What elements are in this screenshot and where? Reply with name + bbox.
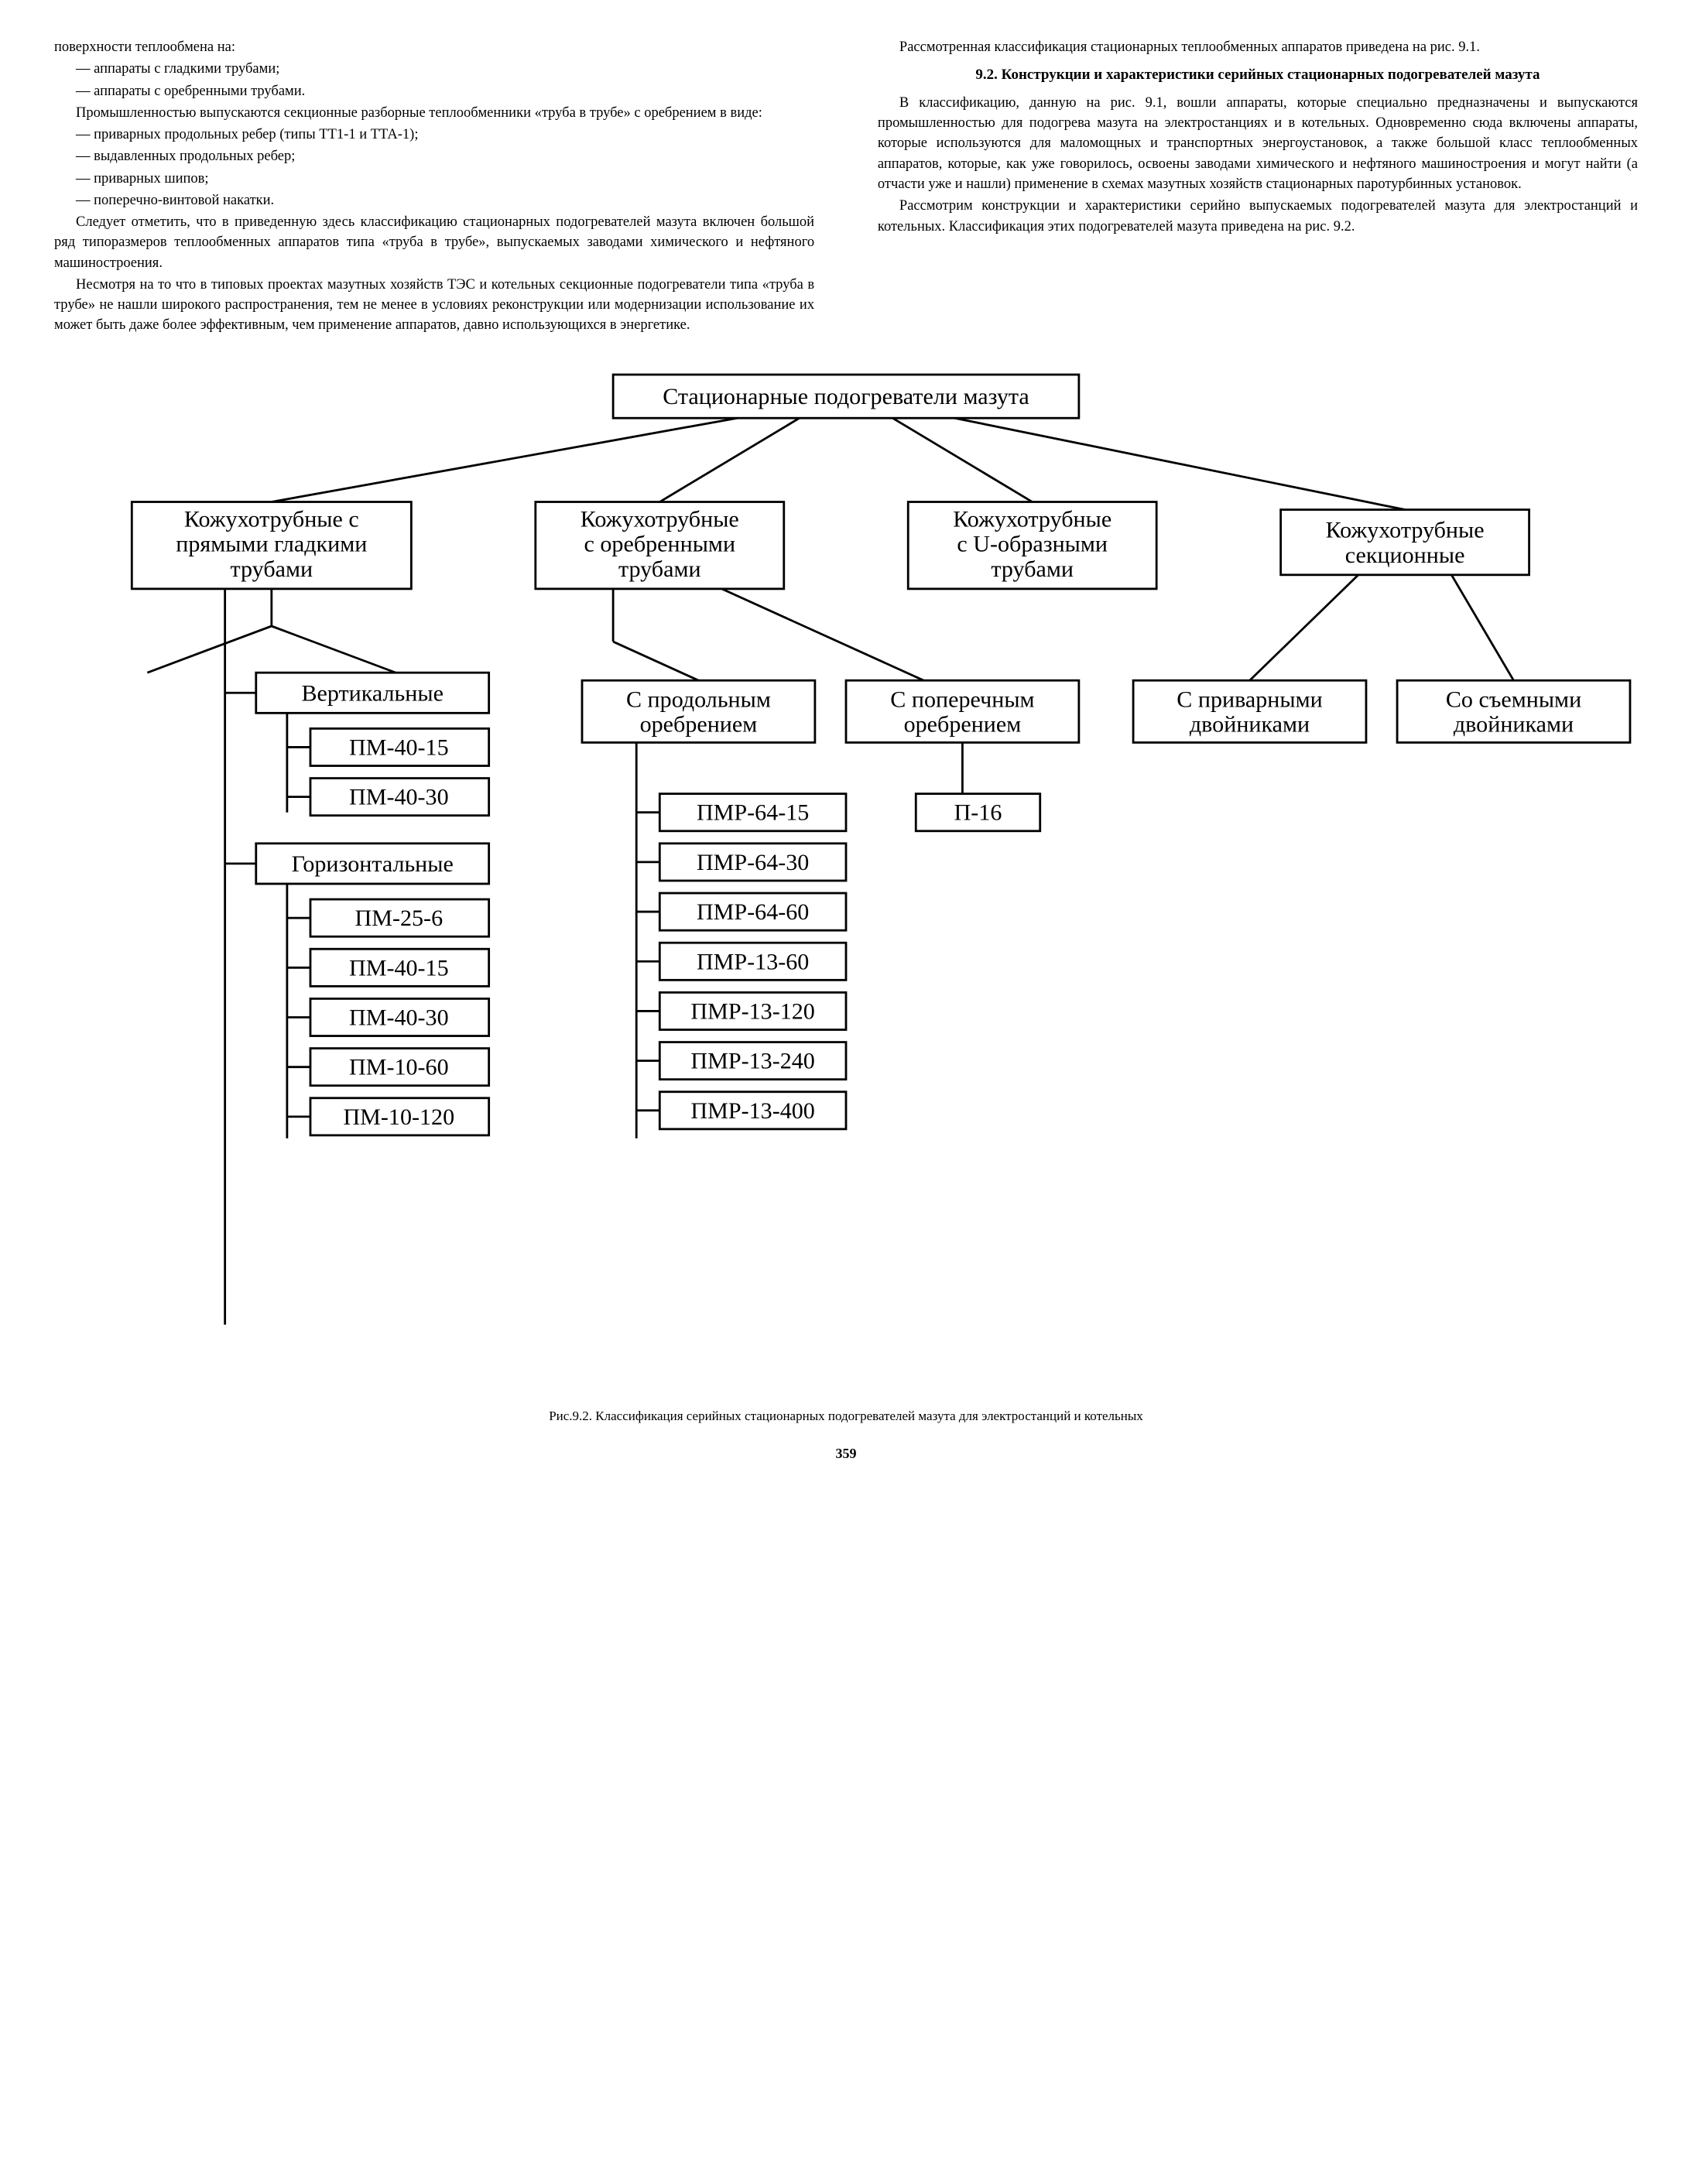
para: поверхности теплообмена на: bbox=[54, 37, 814, 57]
leaf-label: ПМР-13-240 bbox=[690, 1047, 814, 1073]
leaf-label: ПМ-25-6 bbox=[354, 905, 443, 931]
node-label: С поперечным bbox=[890, 686, 1034, 712]
diagram-root: Стационарные подогреватели мазута bbox=[663, 383, 1029, 409]
left-column: поверхности теплообмена на: — аппараты с… bbox=[54, 37, 814, 337]
leaf-label: ПМР-13-120 bbox=[690, 998, 814, 1024]
node-label: секционные bbox=[1345, 541, 1465, 567]
node-label: трубами bbox=[991, 556, 1074, 582]
node-label: Кожухотрубные bbox=[581, 505, 739, 532]
bullet-item: — поперечно-винтовой накатки. bbox=[54, 190, 814, 211]
para: В классификацию, данную на рис. 9.1, вош… bbox=[878, 93, 1638, 194]
section-heading: 9.2. Конструкции и характеристики серийн… bbox=[878, 65, 1638, 85]
para: Рассмотрим конструкции и характеристики … bbox=[878, 196, 1638, 237]
node-label: Кожухотрубные bbox=[953, 505, 1111, 532]
leaf-label: ПМР-64-15 bbox=[697, 799, 809, 825]
page-number: 359 bbox=[54, 1446, 1638, 1462]
leaf-label: ПМ-10-120 bbox=[343, 1104, 454, 1130]
node-label: трубами bbox=[231, 556, 313, 582]
node-label: прямыми гладкими bbox=[176, 530, 367, 556]
node-label: Кожухотрубные с bbox=[184, 505, 359, 532]
leaf-label: ПМР-13-400 bbox=[690, 1097, 814, 1124]
diagram-svg: .box { fill:#fff; stroke:#000; stroke-wi… bbox=[54, 362, 1638, 1387]
leaf-label: ПМР-64-30 bbox=[697, 849, 809, 875]
leaf-label: ПМ-10-60 bbox=[349, 1053, 449, 1080]
text-columns: поверхности теплообмена на: — аппараты с… bbox=[54, 37, 1638, 337]
leaf-label: ПМ-40-30 bbox=[349, 783, 449, 810]
bullet-item: — выдавленных продольных ребер; bbox=[54, 146, 814, 166]
right-column: Рассмотренная классификация стационарных… bbox=[878, 37, 1638, 337]
node-label: С приварными bbox=[1177, 686, 1322, 712]
figure-caption: Рис.9.2. Классификация серийных стациона… bbox=[54, 1409, 1638, 1424]
para: Несмотря на то что в типовых проектах ма… bbox=[54, 275, 814, 336]
para: Следует отметить, что в приведенную здес… bbox=[54, 212, 814, 273]
node-label: оребрением bbox=[640, 710, 758, 737]
bullet-item: — приварных продольных ребер (типы ТТ1-1… bbox=[54, 125, 814, 145]
bullet-item: — приварных шипов; bbox=[54, 169, 814, 189]
leaf-label: ПМР-13-60 bbox=[697, 948, 809, 974]
node-label: Горизонтальные bbox=[292, 851, 454, 877]
para: Промышленностью выпускаются секционные р… bbox=[54, 103, 814, 123]
leaf-label: ПМР-64-60 bbox=[697, 899, 809, 925]
node-label: двойниками bbox=[1454, 710, 1574, 737]
node-label: Вертикальные bbox=[301, 680, 443, 706]
leaf-label: ПМ-40-15 bbox=[349, 954, 449, 981]
classification-diagram: .box { fill:#fff; stroke:#000; stroke-wi… bbox=[54, 362, 1638, 1424]
node-label: оребрением bbox=[904, 710, 1022, 737]
leaf-label: ПМ-40-15 bbox=[349, 734, 449, 760]
leaf-label: П-16 bbox=[954, 799, 1002, 825]
node-label: трубами bbox=[618, 556, 701, 582]
node-label: с U-образными bbox=[957, 530, 1108, 556]
bullet-item: — аппараты с оребренными трубами. bbox=[54, 81, 814, 101]
leaf-label: ПМ-40-30 bbox=[349, 1004, 449, 1030]
bullet-item: — аппараты с гладкими трубами; bbox=[54, 59, 814, 79]
para: Рассмотренная классификация стационарных… bbox=[878, 37, 1638, 57]
node-label: С продольным bbox=[626, 686, 771, 712]
node-label: двойниками bbox=[1190, 710, 1310, 737]
node-label: Со съемными bbox=[1446, 686, 1581, 712]
node-label: с оребренными bbox=[584, 530, 736, 556]
node-label: Кожухотрубные bbox=[1326, 516, 1485, 543]
